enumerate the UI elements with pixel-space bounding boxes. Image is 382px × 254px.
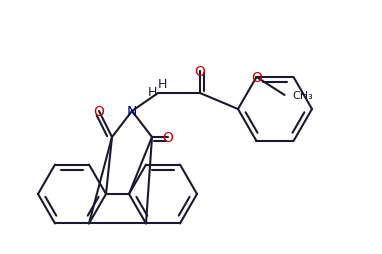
Text: O: O (194, 65, 206, 79)
Text: N: N (127, 105, 137, 119)
Text: O: O (251, 71, 262, 85)
Text: O: O (163, 131, 173, 145)
Text: H: H (147, 85, 157, 98)
Text: O: O (94, 105, 104, 119)
Text: H: H (157, 77, 167, 90)
Text: CH₃: CH₃ (293, 91, 313, 101)
